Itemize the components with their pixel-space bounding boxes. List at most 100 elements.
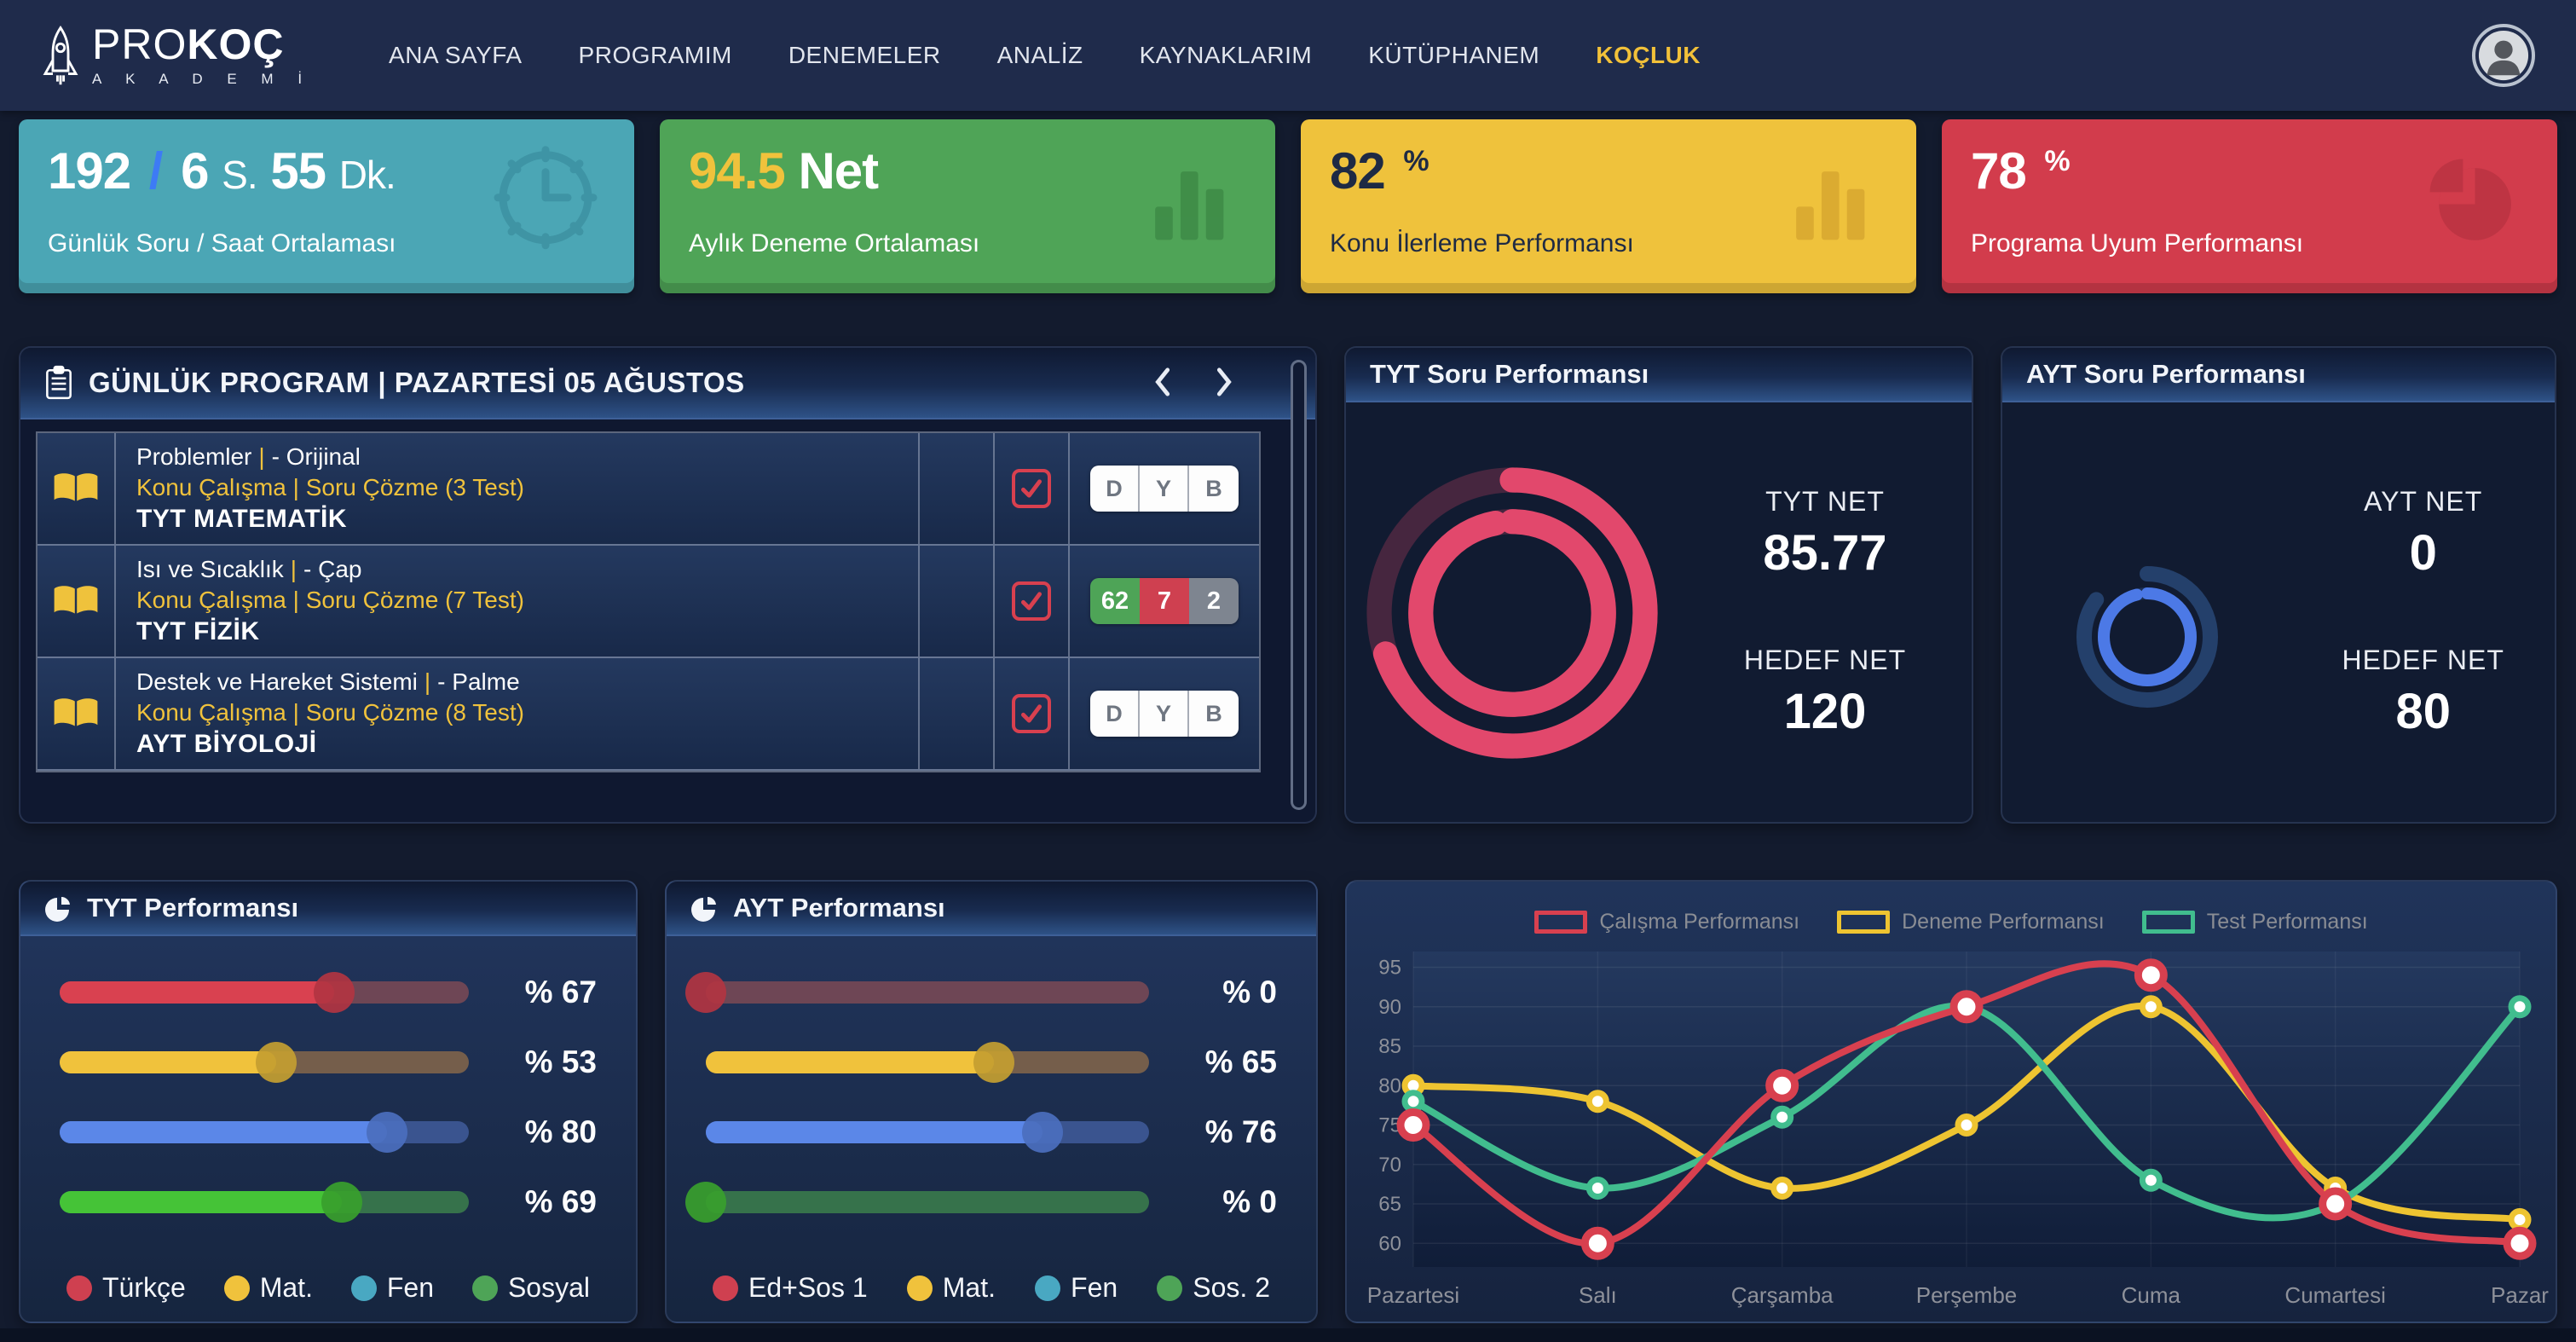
svg-text:80: 80 <box>1378 1074 1401 1097</box>
separator: | <box>258 443 265 470</box>
slider-track[interactable] <box>60 1042 469 1083</box>
tyt-net-label: TYT NET <box>1765 486 1885 517</box>
tyt-donut-wrap <box>1346 447 1678 779</box>
slider-track[interactable] <box>60 1182 469 1223</box>
stat-label: Konu İlerleme Performansı <box>1330 229 1634 257</box>
dogru-button[interactable]: D <box>1090 691 1140 737</box>
slider-handle[interactable] <box>313 972 355 1013</box>
slider-handle[interactable] <box>685 972 726 1013</box>
stat-card-konu-ilerleme: 82 % Konu İlerleme Performansı <box>1301 119 1916 293</box>
tyt-soru-performansi-card: TYT Soru Performansı TYT NET 85.77 HEDEF… <box>1344 346 1973 824</box>
ayt-perf-header: AYT Performansı <box>667 882 1316 936</box>
slider-track[interactable] <box>60 1112 469 1153</box>
svg-text:90: 90 <box>1378 996 1401 1019</box>
chevron-left-icon <box>1155 367 1170 396</box>
check-icon <box>1021 479 1042 498</box>
user-avatar[interactable] <box>2472 24 2535 87</box>
stat-num: 192 <box>48 142 131 200</box>
task-source: - Çap <box>303 556 362 582</box>
nav-item-analiz[interactable]: ANALİZ <box>996 42 1083 68</box>
slider-fen: % 80 <box>60 1110 597 1154</box>
task-icon-cell <box>38 433 116 546</box>
legend-fen: Fen <box>350 1272 435 1304</box>
next-day-button[interactable] <box>1211 364 1237 402</box>
svg-text:Pazartesi: Pazartesi <box>1367 1282 1459 1308</box>
legend-mat: Mat. <box>906 1272 996 1304</box>
task-subject: TYT FİZİK <box>136 617 260 645</box>
nav-item-kocluk[interactable]: KOÇLUK <box>1596 42 1701 68</box>
task-subject: TYT MATEMATİK <box>136 505 348 533</box>
slider-handle[interactable] <box>685 1182 726 1223</box>
pie-chart-icon <box>2429 159 2511 240</box>
slider-value: % 76 <box>1204 1114 1277 1149</box>
nav-item-ana-sayfa[interactable]: ANA SAYFA <box>389 42 523 68</box>
bar-chart-icon <box>1796 171 1865 240</box>
ayt-donut-wrap <box>2002 504 2291 722</box>
clock-icon <box>494 146 598 250</box>
legend-label: Fen <box>1071 1272 1118 1303</box>
tyt-donut-body: TYT NET 85.77 HEDEF NET 120 <box>1346 402 1972 822</box>
blank-count-badge[interactable]: 2 <box>1189 578 1239 624</box>
slider-handle[interactable] <box>973 1042 1014 1083</box>
nav-item-programim[interactable]: PROGRAMIM <box>578 42 732 68</box>
nav-item-denemeler[interactable]: DENEMELER <box>788 42 941 68</box>
rocket-logo-icon <box>43 26 78 85</box>
middle-row: GÜNLÜK PROGRAM | PAZARTESİ 05 AĞUSTOS <box>0 346 2576 824</box>
check-icon <box>1021 704 1042 723</box>
slider-handle[interactable] <box>367 1112 407 1153</box>
slider-handle[interactable] <box>321 1182 363 1223</box>
chart-legend-calisma[interactable]: Çalışma Performansı <box>1534 905 1799 938</box>
yanlis-button[interactable]: Y <box>1140 466 1189 512</box>
task-checkbox[interactable] <box>1012 469 1051 508</box>
tyt-hedef-group: HEDEF NET 120 <box>1744 645 1906 740</box>
nav-item-kutuphanem[interactable]: KÜTÜPHANEM <box>1368 42 1540 68</box>
top-navbar: PROKOÇ A K A D E M İ ANA SAYFA PROGRAMIM… <box>0 0 2576 111</box>
correct-count-badge[interactable]: 62 <box>1090 578 1140 624</box>
tyt-sliders: % 67 % 53 % 80 % 69 Türkçe Mat. Fen <box>20 936 636 1304</box>
ayt-perf-title: AYT Performansı <box>733 893 945 923</box>
slider-track[interactable] <box>706 1112 1149 1153</box>
ayt-perf-legend: Ed+Sos 1 Mat. Fen Sos. 2 <box>706 1250 1277 1304</box>
chart-legend-deneme[interactable]: Deneme Performansı <box>1837 905 2105 938</box>
slider-handle[interactable] <box>1022 1112 1064 1153</box>
wrong-count-badge[interactable]: 7 <box>1140 578 1189 624</box>
legend-label: Fen <box>386 1272 435 1303</box>
nav-item-kaynaklarim[interactable]: KAYNAKLARIM <box>1139 42 1313 68</box>
task-action-cell: D Y B <box>1070 433 1259 546</box>
task-source: - Palme <box>437 668 520 695</box>
slider-track[interactable] <box>685 1182 1149 1223</box>
legend-swatch <box>1534 910 1588 934</box>
chart-legend-test[interactable]: Test Performansı <box>2141 905 2368 938</box>
task-checkbox[interactable] <box>1012 581 1051 621</box>
legend-label: Mat. <box>942 1272 996 1303</box>
task-text-cell: Isı ve Sıcaklık | - Çap Konu Çalışma | Sor… <box>116 546 920 658</box>
bos-button[interactable]: B <box>1189 466 1239 512</box>
program-scrollbar[interactable] <box>1291 360 1307 810</box>
dyb-group: D Y B <box>1090 691 1239 737</box>
bos-button[interactable]: B <box>1189 691 1239 737</box>
task-topic: Destek ve Hareket Sistemi <box>136 668 418 695</box>
task-checkbox[interactable] <box>1012 694 1051 733</box>
daily-program-header: GÜNLÜK PROGRAM | PAZARTESİ 05 AĞUSTOS <box>20 348 1315 419</box>
slider-track[interactable] <box>685 972 1149 1013</box>
task-action-cell: 62 7 2 <box>1070 546 1259 658</box>
legend-dot <box>350 1275 377 1301</box>
slider-handle[interactable] <box>256 1042 297 1083</box>
slider-track[interactable] <box>60 972 469 1013</box>
legend-swatch <box>1837 910 1891 934</box>
prev-day-button[interactable] <box>1150 364 1175 402</box>
tyt-net-value: 85.77 <box>1763 525 1887 581</box>
svg-text:60: 60 <box>1378 1232 1401 1255</box>
stat-label: Aylık Deneme Ortalaması <box>689 229 980 257</box>
stat-unit: S. <box>222 153 257 197</box>
svg-text:Salı: Salı <box>1579 1282 1617 1308</box>
slider-track[interactable] <box>706 1042 1149 1083</box>
brand-logo[interactable]: PROKOÇ A K A D E M İ <box>41 23 312 88</box>
slider-value: % 53 <box>524 1044 597 1079</box>
stat-unit: Net <box>798 142 879 200</box>
ayt-donut-chart <box>2076 566 2218 708</box>
dogru-button[interactable]: D <box>1090 466 1140 512</box>
weekly-performance-line-chart[interactable]: 60 65 70 75 80 85 90 95 Pazartesi Salı Çarşamba Per… <box>1347 938 2556 1320</box>
yanlis-button[interactable]: Y <box>1140 691 1189 737</box>
legend-label: Sos. 2 <box>1193 1272 1270 1303</box>
